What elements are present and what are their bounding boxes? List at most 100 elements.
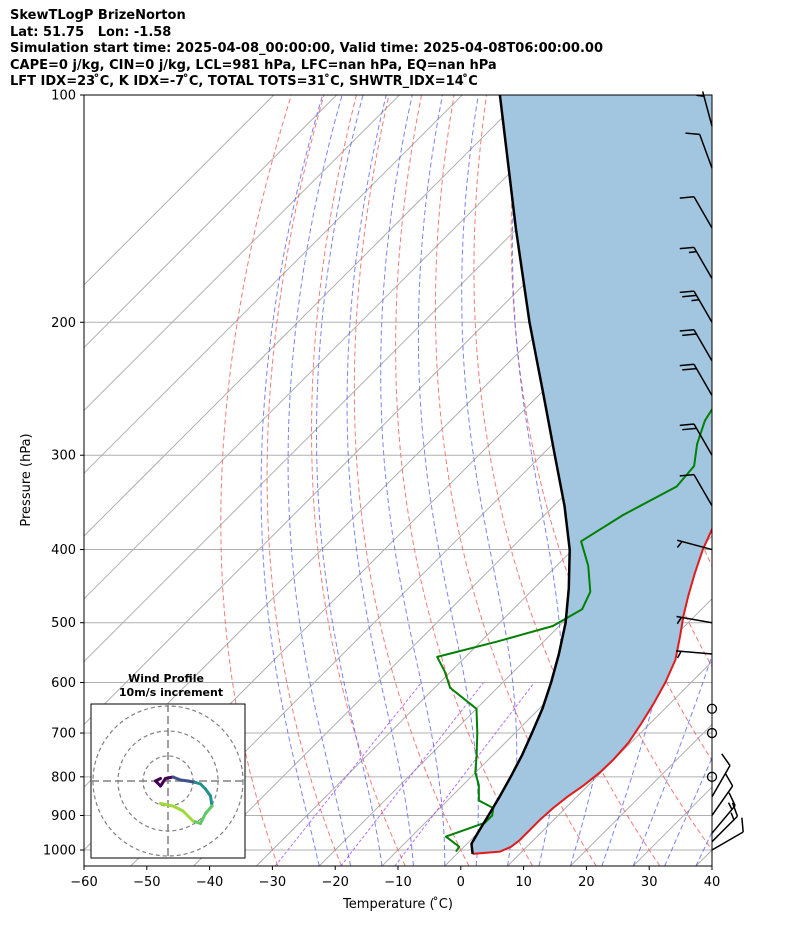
x-tick-label: 30 [641, 875, 658, 890]
params-line: CAPE=0 j/kg, CIN=0 j/kg, LCL=981 hPa, LF… [10, 57, 497, 73]
x-tick-label: −50 [133, 875, 160, 890]
y-tick-label: 300 [51, 449, 76, 464]
barb-half-flag [730, 812, 735, 821]
wind-barb [679, 473, 713, 507]
barb-full-flag [679, 328, 695, 332]
chart-title: SkewTLogP BrizeNorton [10, 8, 186, 23]
barb-staff [711, 831, 744, 851]
barb-half-flag [676, 650, 682, 659]
indices-line: LFT IDX=23 ̊C, K IDX=-7 ̊C, TOTAL TOTS=3… [10, 74, 478, 89]
moist-adiabat-line [346, 95, 414, 866]
isotherm-line [381, 535, 712, 866]
isotherm-line [84, 95, 275, 286]
x-tick-label: 0 [457, 875, 465, 890]
wind-barb [711, 753, 731, 798]
x-tick-label: 20 [578, 875, 595, 890]
barb-full-flag [731, 802, 739, 817]
barb-staff [676, 650, 713, 655]
barb-half-flag [691, 299, 700, 302]
barb-full-flag [682, 294, 697, 298]
wind-barb [676, 650, 713, 659]
barb-full-flag [679, 290, 695, 294]
x-tick-label: −30 [259, 875, 286, 890]
hodograph-segment [209, 794, 214, 808]
dry-adiabat-line [747, 95, 794, 866]
x-tick-label: −20 [321, 875, 348, 890]
hodograph-segment [181, 809, 195, 823]
x-axis-label: Temperature ( ̊C) [342, 896, 453, 912]
moist-adiabat-line [380, 95, 446, 866]
dry-adiabat-line [714, 95, 794, 866]
mixing-ratio-line [274, 682, 422, 866]
barb-full-flag [721, 753, 731, 766]
moist-adiabat-line [417, 95, 479, 866]
x-tick-label: −10 [384, 875, 411, 890]
dry-adiabat-line [395, 95, 534, 866]
wind-barb [696, 91, 713, 127]
y-axis-label: Pressure (hPa) [19, 433, 34, 526]
mixing-ratio-line [340, 682, 484, 866]
hodograph-inset: Wind Profile 10m/s increment [90, 672, 246, 859]
cape-shading-layer [471, 95, 712, 854]
hodograph-segment [204, 804, 214, 815]
moist-adiabat-line [316, 95, 383, 866]
dry-adiabat-line [510, 95, 712, 851]
dry-adiabat-line [434, 95, 597, 866]
moist-adiabat-line [511, 95, 563, 866]
barb-half-flag [688, 250, 697, 254]
profile-lines [436, 95, 712, 855]
isotherm-line [130, 284, 712, 866]
y-tick-label: 200 [51, 316, 76, 331]
x-tick-label: −40 [196, 875, 223, 890]
barb-full-flag [679, 246, 695, 250]
x-tick-label: −60 [70, 875, 97, 890]
times-line: Simulation start time: 2025-04-08_00:00:… [10, 41, 603, 56]
barb-full-flag [685, 132, 700, 136]
isotherm-line [84, 95, 337, 349]
barb-full-flag [728, 792, 736, 806]
dry-adiabat-line [266, 95, 342, 866]
dry-adiabat-line [220, 95, 292, 866]
isotherm-line [84, 95, 589, 600]
moist-adiabat-line [260, 95, 324, 866]
moist-adiabat-line [601, 95, 684, 866]
barb-staff [693, 290, 713, 323]
location-line: Lat: 51.75 Lon: -1.58 [10, 24, 172, 40]
barb-full-flag [679, 473, 695, 477]
y-tick-label: 600 [51, 676, 76, 691]
barb-full-flag [741, 817, 744, 833]
barb-staff [693, 246, 713, 279]
barb-staff [711, 765, 731, 798]
calm-wind-circle [706, 703, 718, 714]
barb-half-flag [676, 541, 683, 548]
barb-staff [698, 134, 713, 169]
barb-staff [693, 363, 713, 396]
hodograph-segment [199, 812, 207, 825]
wind-barb [679, 328, 713, 362]
wind-barb [685, 132, 713, 169]
barb-full-flag [724, 773, 734, 787]
barb-staff [711, 805, 736, 834]
hodograph-segment [159, 802, 175, 808]
moist-adiabat-line [664, 756, 712, 866]
isotherm-line [570, 723, 712, 866]
wind-barb [676, 615, 713, 625]
wind-barb [679, 196, 713, 229]
moist-adiabat-line [287, 95, 352, 866]
parcel-line [470, 95, 571, 855]
hodograph-title: Wind Profile [128, 672, 204, 685]
hodograph-subtitle: 10m/s increment [119, 686, 223, 699]
barb-full-flag [679, 363, 695, 367]
barb-staff [693, 329, 713, 362]
dry-adiabat-line [473, 95, 661, 866]
barb-full-flag [682, 427, 697, 431]
moist-adiabat-line [461, 95, 518, 866]
wind-barb [711, 773, 734, 816]
wind-barb [679, 290, 713, 323]
wind-barb [679, 423, 713, 456]
barb-staff [711, 785, 734, 816]
cape-shading [471, 95, 712, 854]
hodograph-segment [171, 804, 185, 813]
isotherm-line [84, 95, 463, 474]
